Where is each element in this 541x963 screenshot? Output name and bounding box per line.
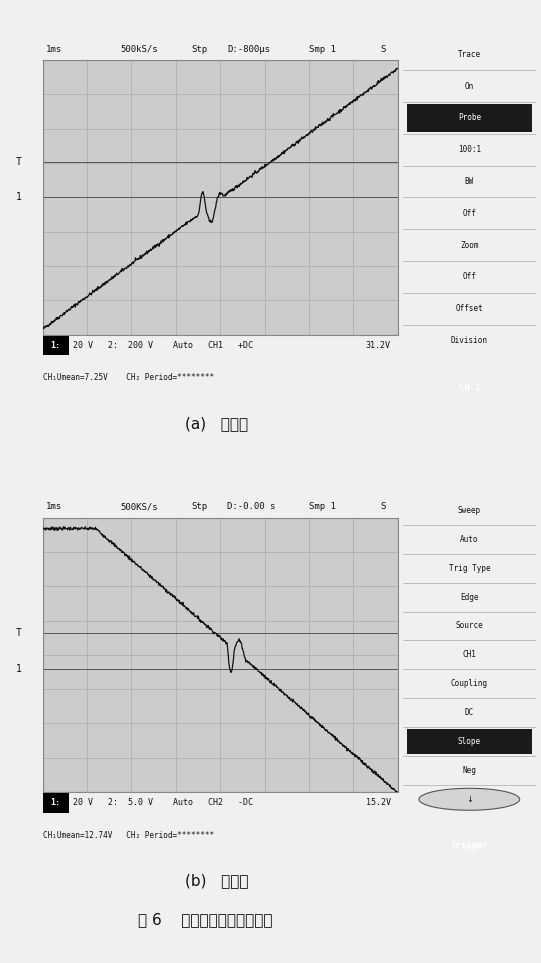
- Text: Offset: Offset: [456, 304, 483, 313]
- Text: Off: Off: [463, 273, 476, 281]
- Text: Trace: Trace: [458, 50, 481, 59]
- Text: Probe: Probe: [458, 114, 481, 122]
- Text: Smp 1: Smp 1: [309, 503, 336, 511]
- Text: Zoom: Zoom: [460, 241, 479, 249]
- Text: S: S: [380, 45, 385, 54]
- Text: 1ms: 1ms: [46, 503, 62, 511]
- Text: 100:1: 100:1: [458, 145, 481, 154]
- Text: (a)   上升沿: (a) 上升沿: [185, 416, 248, 431]
- Text: Trigger: Trigger: [451, 841, 488, 849]
- Text: Sweep: Sweep: [458, 506, 481, 515]
- Text: Slope: Slope: [458, 737, 481, 746]
- Text: T: T: [16, 157, 21, 167]
- Text: 1:: 1:: [51, 341, 61, 350]
- Text: Stp: Stp: [192, 503, 208, 511]
- Text: Coupling: Coupling: [451, 679, 488, 689]
- Text: CH₁Umean=7.25V    CH₂ Period=********: CH₁Umean=7.25V CH₂ Period=********: [43, 374, 214, 382]
- Text: ↓: ↓: [466, 794, 473, 804]
- Text: On: On: [465, 82, 474, 91]
- Text: BW: BW: [465, 177, 474, 186]
- Text: DC: DC: [465, 708, 474, 717]
- Text: 20 V   2:  200 V    Auto   CH1   +DC: 20 V 2: 200 V Auto CH1 +DC: [72, 341, 253, 350]
- Bar: [43, 794, 69, 813]
- Text: 31.2V: 31.2V: [366, 341, 391, 350]
- Text: S: S: [380, 503, 385, 511]
- Bar: [407, 729, 532, 754]
- Text: Division: Division: [451, 336, 488, 345]
- Text: Smp 1: Smp 1: [309, 45, 336, 54]
- Text: 500kS/s: 500kS/s: [121, 45, 159, 54]
- Text: 1: 1: [16, 193, 21, 202]
- Text: Stp: Stp: [192, 45, 208, 54]
- Text: 图 6    逆变过零点的输出波形: 图 6 逆变过零点的输出波形: [138, 912, 273, 927]
- Text: T: T: [16, 628, 21, 638]
- Text: 500KS/s: 500KS/s: [121, 503, 159, 511]
- Text: Source: Source: [456, 621, 483, 631]
- Text: Trig Type: Trig Type: [448, 563, 490, 573]
- Text: Edge: Edge: [460, 592, 479, 602]
- Bar: [407, 104, 532, 132]
- Text: 1:: 1:: [51, 798, 61, 807]
- Text: Neg: Neg: [463, 766, 476, 775]
- Text: 1ms: 1ms: [46, 45, 62, 54]
- Text: CH₁Umean=12.74V   CH₂ Period=********: CH₁Umean=12.74V CH₂ Period=********: [43, 831, 214, 840]
- Text: 15.2V: 15.2V: [366, 798, 391, 807]
- Text: D:-800μs: D:-800μs: [227, 45, 270, 54]
- Text: CH 1: CH 1: [459, 383, 480, 392]
- Circle shape: [419, 789, 520, 810]
- Text: 20 V   2:  5.0 V    Auto   CH2   -DC: 20 V 2: 5.0 V Auto CH2 -DC: [72, 798, 253, 807]
- Text: 1: 1: [16, 664, 21, 673]
- Text: Auto: Auto: [460, 534, 479, 544]
- Text: Off: Off: [463, 209, 476, 218]
- Text: D:-0.00 s: D:-0.00 s: [227, 503, 275, 511]
- Bar: [43, 336, 69, 355]
- Text: CH1: CH1: [463, 650, 476, 660]
- Text: (b)   下降沿: (b) 下降沿: [184, 873, 248, 889]
